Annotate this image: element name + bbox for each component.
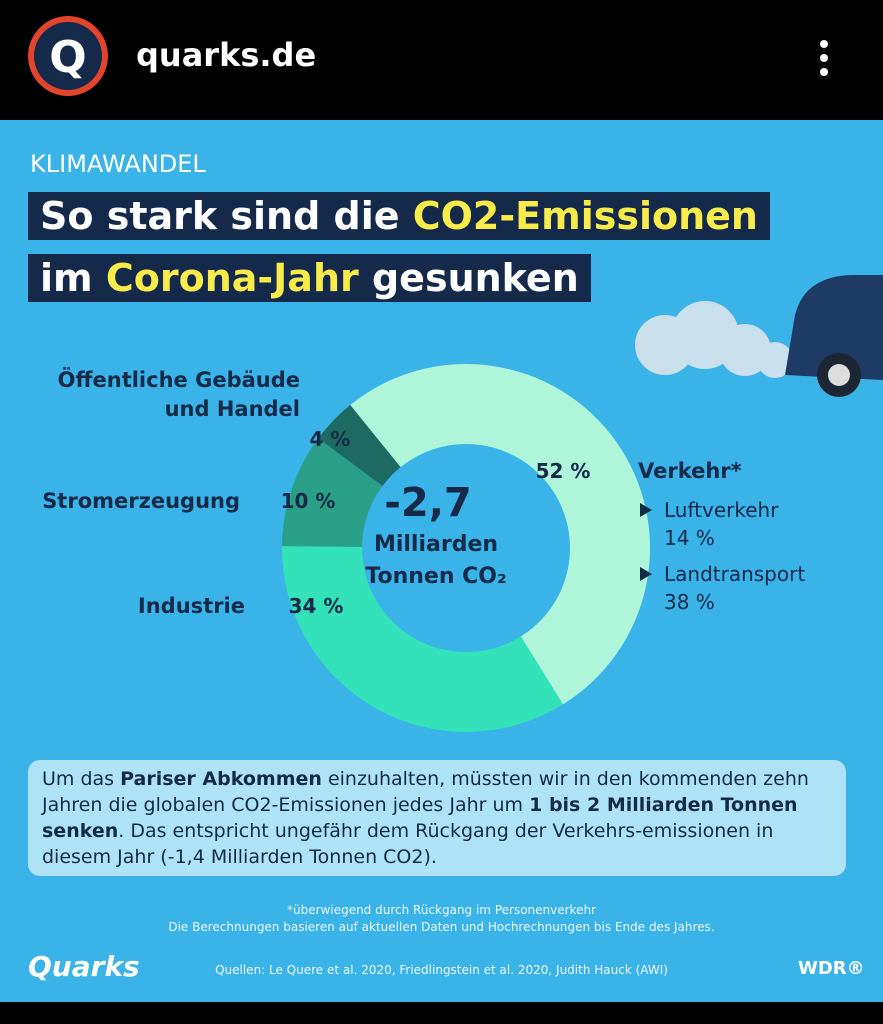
title-line: im Corona-Jahr gesunken (28, 254, 591, 302)
breakdown-name: Luftverkehr (664, 498, 779, 522)
donut-slice (282, 546, 563, 732)
breakdown-name: Landtransport (664, 562, 805, 586)
avatar[interactable]: Q (26, 14, 110, 98)
bullet-arrow (640, 503, 652, 517)
note-box: Um das Pariser Abkommen einzuhalten, müs… (28, 760, 846, 876)
title-text: CO2-Emissionen (412, 194, 758, 238)
brand-logo: WDR® (798, 958, 865, 979)
donut-slice (282, 438, 383, 547)
category-label: Öffentliche Gebäude und Handel (57, 368, 300, 421)
category-label: Industrie (138, 594, 245, 618)
top-bar: Q quarks.de (0, 0, 883, 120)
donut-slice (318, 405, 401, 486)
footnote: *überwiegend durch Rückgang im Personenv… (287, 903, 596, 917)
note-text: einzuhalten, müssten wir in den kommende… (42, 768, 809, 816)
center-label: Tonnen CO₂ (365, 564, 506, 589)
kicker: KLIMAWANDEL (30, 150, 206, 178)
bullet-arrow (640, 567, 652, 581)
menu[interactable] (815, 38, 833, 80)
title-text: im (40, 256, 106, 300)
note-text: Pariser Abkommen (120, 768, 322, 790)
category-label: Stromerzeugung (42, 489, 240, 513)
note-text: Um das (42, 768, 121, 790)
center-label: Milliarden (374, 532, 498, 557)
category-label: Verkehr* (638, 459, 742, 483)
title-text: Corona-Jahr (105, 256, 359, 300)
donut-slice (350, 363, 651, 705)
site-name[interactable]: quarks.de (136, 36, 317, 74)
svg-text:Q: Q (49, 32, 86, 83)
title-text: gesunken (358, 256, 579, 300)
note-text: 1 bis 2 Milliarden Tonnen senken (42, 794, 798, 842)
value-label: 10 % (281, 489, 336, 513)
center-value: -2,7 (384, 480, 471, 526)
car-illustration (635, 275, 883, 397)
breakdown-value: 14 % (664, 526, 715, 550)
note-text: . Das entspricht ungefähr dem Rückgang d… (42, 820, 774, 868)
value-label: 4 % (310, 427, 351, 451)
value-label: 52 % (536, 459, 591, 483)
footnote: Die Berechnungen basieren auf aktuellen … (168, 920, 715, 934)
title-text: So stark sind die (40, 194, 413, 238)
breakdown-value: 38 % (664, 590, 715, 614)
sources: Quellen: Le Quere et al. 2020, Friedling… (215, 963, 668, 977)
title-line: So stark sind die CO2-Emissionen (28, 192, 770, 240)
value-label: 34 % (289, 594, 344, 618)
brand-logo: Quarks (28, 950, 140, 983)
